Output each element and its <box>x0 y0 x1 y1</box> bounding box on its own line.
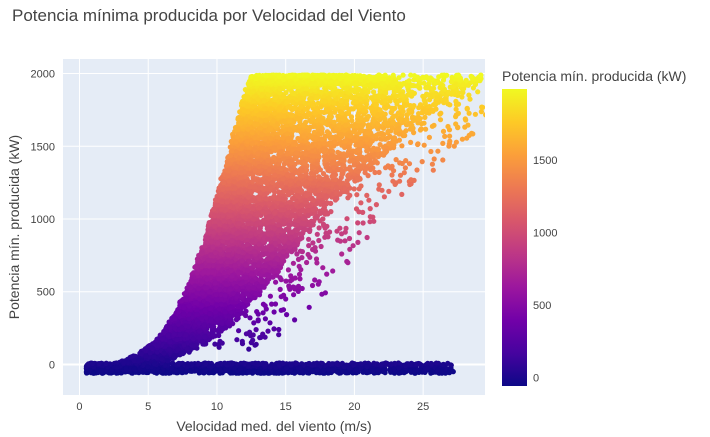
data-point <box>169 365 175 371</box>
data-point <box>428 361 434 367</box>
data-point <box>330 367 336 373</box>
data-point <box>334 369 340 375</box>
data-points <box>83 72 485 376</box>
data-point <box>275 369 281 375</box>
data-point <box>314 367 320 373</box>
data-point <box>448 362 454 368</box>
data-point <box>103 361 109 367</box>
data-point <box>288 362 294 368</box>
data-point <box>90 370 96 376</box>
data-point <box>89 361 96 367</box>
data-point <box>262 361 268 367</box>
data-point <box>470 85 476 91</box>
data-point <box>215 362 221 368</box>
data-point <box>364 363 370 370</box>
data-point <box>387 367 393 373</box>
data-point <box>203 361 209 367</box>
data-point <box>360 369 366 375</box>
data-point <box>401 370 407 376</box>
data-point <box>231 365 237 371</box>
data-point <box>251 369 257 375</box>
data-point <box>195 360 201 366</box>
data-point <box>227 370 234 376</box>
data-point <box>329 361 335 367</box>
data-point <box>255 361 261 367</box>
data-point <box>353 366 359 372</box>
data-point <box>283 365 290 371</box>
data-point <box>375 367 381 373</box>
data-point <box>210 370 217 376</box>
data-point <box>438 368 445 374</box>
data-point <box>185 363 191 369</box>
data-point <box>288 366 294 373</box>
data-point <box>351 362 357 368</box>
data-point <box>383 360 389 366</box>
data-point <box>425 364 431 371</box>
data-point <box>370 367 376 373</box>
data-point <box>303 369 309 375</box>
data-point <box>246 368 252 375</box>
data-point <box>176 361 182 367</box>
data-point <box>346 365 352 371</box>
data-point <box>388 361 394 367</box>
data-point <box>294 360 300 366</box>
data-point <box>261 370 267 376</box>
data-point <box>301 362 307 368</box>
data-point <box>96 361 102 367</box>
data-point <box>402 363 409 369</box>
data-point <box>309 362 315 368</box>
data-point <box>189 362 195 368</box>
data-point <box>297 365 303 371</box>
data-point <box>240 370 246 376</box>
data-point <box>224 362 230 368</box>
data-point <box>164 369 170 375</box>
data-point <box>340 369 346 375</box>
data-point <box>208 364 214 370</box>
data-point <box>381 367 387 373</box>
data-point <box>433 360 439 366</box>
data-point <box>246 363 252 369</box>
data-point <box>276 362 282 368</box>
data-point <box>413 361 420 367</box>
data-point <box>325 366 331 372</box>
data-point <box>379 361 385 367</box>
data-point <box>435 367 441 373</box>
data-point <box>202 367 208 373</box>
data-point <box>265 370 271 376</box>
data-point <box>194 367 200 373</box>
data-point <box>341 364 347 370</box>
data-point <box>321 367 327 373</box>
data-point <box>411 368 417 374</box>
data-point <box>256 368 263 374</box>
data-point <box>450 369 456 375</box>
data-point <box>401 130 407 136</box>
data-point <box>217 366 223 372</box>
data-point <box>407 368 413 374</box>
data-point <box>292 370 298 376</box>
data-point <box>99 367 105 373</box>
data-point <box>267 364 273 370</box>
chart-title: Potencia mínima producida por Velocidad … <box>12 6 406 25</box>
data-point <box>396 365 402 371</box>
data-point <box>187 368 193 374</box>
data-point <box>310 368 316 374</box>
data-point <box>428 370 434 376</box>
